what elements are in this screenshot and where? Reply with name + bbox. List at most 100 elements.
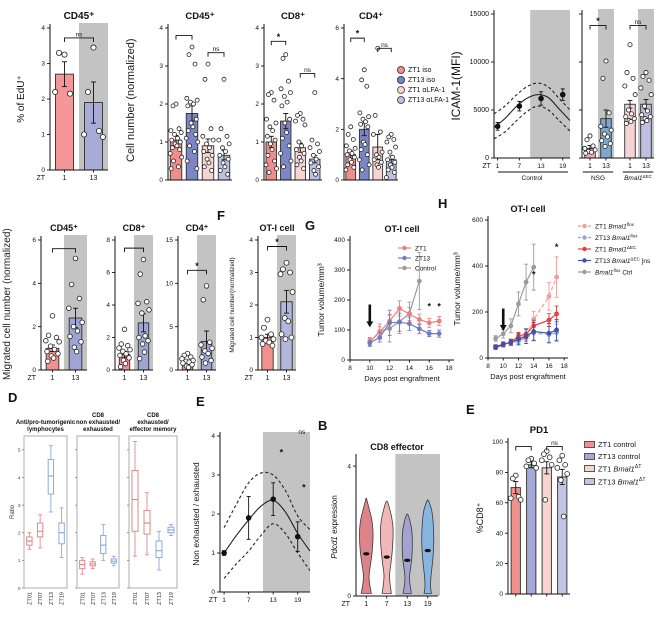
legend-entry: ZT13 control [584,452,656,461]
cell-number-axis-label: Cell number (normalized) [125,38,137,162]
svg-text:ns: ns [635,19,643,26]
legend-swatch-icon [397,76,405,84]
panel-label-b: B [318,418,328,433]
panel-box-nonexhausted: ZT01 ZT07 ZT13 ZT19 CD8 non exhausted/exhaust… [72,402,122,618]
svg-text:ZT07: ZT07 [91,592,97,605]
svg-text:2: 2 [211,511,215,518]
svg-text:Days post engraftment: Days post engraftment [364,374,440,383]
svg-text:ZT: ZT [244,375,253,382]
svg-text:ZT: ZT [341,601,350,608]
svg-text:200: 200 [472,309,483,316]
svg-text:4: 4 [335,76,339,83]
svg-text:300: 300 [334,267,345,274]
svg-text:1: 1 [496,163,500,170]
svg-text:ns: ns [298,429,306,436]
panel-nonexhausted-line-chart: 0 1 2 3 4 1 7 13 19 ZT ns * * Non exhausted / exhaust… [190,402,318,622]
svg-text:100: 100 [334,327,345,334]
panel-migrated-cd8-chart: 0 2 4 6 8 1 13 CD8⁺ [95,212,157,392]
svg-text:13: 13 [537,163,545,170]
svg-text:0: 0 [106,367,110,374]
panel-cellnumber-cd4-chart: 0 2 4 6 * ns CD4⁺ [324,2,404,194]
svg-text:Days post engraftment: Days post engraftment [490,372,566,381]
svg-text:14: 14 [530,363,538,370]
svg-text:OT-I cell: OT-I cell [384,224,419,234]
svg-text:Migrated cell number(normalize: Migrated cell number(normalized) [229,257,236,352]
svg-text:5: 5 [169,324,173,331]
svg-text:ZT01: ZT01 [80,592,86,605]
panel-box-effectormemory: ZT01 ZT07 ZT13 ZT19 CD8 exhausted/effector me… [124,402,180,618]
svg-text:2: 2 [18,531,21,537]
svg-text:%CD8⁺: %CD8⁺ [475,502,485,533]
svg-text:200: 200 [334,297,345,304]
svg-text:*: * [195,261,199,271]
panel-icam-bars-chart: * ns 1 13 1 13 NSG Bmal1ΔEC [574,0,656,202]
panel-migrated-cd4-chart: 0 5 10 15 * 1 13 CD4⁺ [158,212,222,392]
svg-text:CD45⁺: CD45⁺ [185,11,214,22]
svg-text:PD1: PD1 [530,425,549,436]
svg-text:3: 3 [249,270,253,277]
svg-text:OT-I cell: OT-I cell [510,204,545,214]
svg-text:4: 4 [106,302,110,309]
svg-text:Bmal1flox Ctrl: Bmal1flox Ctrl [595,268,633,276]
svg-text:ZT13 Bmal1ΔEC ]ns: ZT13 Bmal1ΔEC ]ns [595,257,651,265]
svg-text:CD45⁺: CD45⁺ [64,11,95,22]
svg-text:1: 1 [18,558,21,564]
svg-text:60: 60 [496,500,504,507]
svg-text:5: 5 [18,448,21,454]
svg-text:13: 13 [140,375,148,382]
legend-entry-label: ZT1 control [598,440,636,449]
svg-text:1: 1 [628,163,632,170]
svg-text:CD45⁺: CD45⁺ [50,223,78,233]
svg-text:13: 13 [283,375,291,382]
legend-entry: ZT1 iso [397,66,469,74]
svg-text:*: * [275,237,279,247]
svg-text:7: 7 [385,601,389,608]
svg-text:CD4⁺: CD4⁺ [359,11,383,22]
panel-cellnumber-cd8-chart: 0 1 2 3 4 * ns CD8⁺ [244,2,330,194]
svg-text:13: 13 [642,163,650,170]
svg-text:3: 3 [159,63,163,70]
svg-text:600: 600 [472,217,483,224]
svg-text:4: 4 [249,237,253,244]
svg-text:1: 1 [211,550,215,557]
legend-swatch-icon [584,477,595,485]
svg-text:1: 1 [51,375,55,382]
svg-text:ZT1 Bmal1flox: ZT1 Bmal1flox [595,222,635,230]
svg-text:ZT1: ZT1 [415,245,427,252]
legend-swatch-icon [397,96,405,104]
svg-text:4: 4 [347,463,351,470]
svg-text:Control: Control [415,265,437,272]
legend-entry-label: ZT13 αLFA-1 [408,96,450,104]
svg-text:15000: 15000 [470,11,490,18]
svg-text:4: 4 [32,281,36,288]
svg-text:*: * [596,16,600,26]
panel-cellnumber-cd45-chart: 0 1 2 3 4 ns CD45⁺ [146,2,242,194]
svg-text:ZT: ZT [27,375,36,382]
svg-text:80: 80 [496,470,504,477]
svg-text:15: 15 [166,237,174,244]
svg-text:0: 0 [159,177,163,184]
svg-text:2: 2 [41,96,45,103]
svg-text:0: 0 [32,367,36,374]
svg-text:13: 13 [602,163,610,170]
panel-oti-tumor-zt-chart: 0 100 200 300 400 8 10 12 14 16 18 Days post engraf… [314,220,464,392]
legend-entry-label: ZT13 control [598,452,641,461]
svg-text:ZT: ZT [36,175,45,182]
legend-entry: ZT1 Bmal1ΔT [584,464,656,474]
svg-text:20: 20 [496,561,504,568]
svg-text:10: 10 [366,365,374,372]
svg-text:5000: 5000 [473,107,489,114]
panel-cd45-edu-chart: 0 1 2 3 4 ns 1 13 ZT CD45⁺ % of EdU⁺ [12,2,124,198]
svg-text:6: 6 [106,270,110,277]
legend-swatch-icon [584,465,595,473]
svg-text:CD8⁺: CD8⁺ [281,11,305,22]
svg-text:ZT07: ZT07 [38,592,44,605]
svg-text:4: 4 [211,433,215,440]
svg-text:100: 100 [492,439,503,446]
svg-text:13: 13 [90,175,98,182]
panel-label-h: H [438,196,448,211]
svg-text:1: 1 [266,375,270,382]
svg-text:ICAM-1(MFI): ICAM-1(MFI) [449,51,463,120]
svg-text:1: 1 [222,597,226,604]
svg-text:CD8⁺: CD8⁺ [123,223,146,233]
